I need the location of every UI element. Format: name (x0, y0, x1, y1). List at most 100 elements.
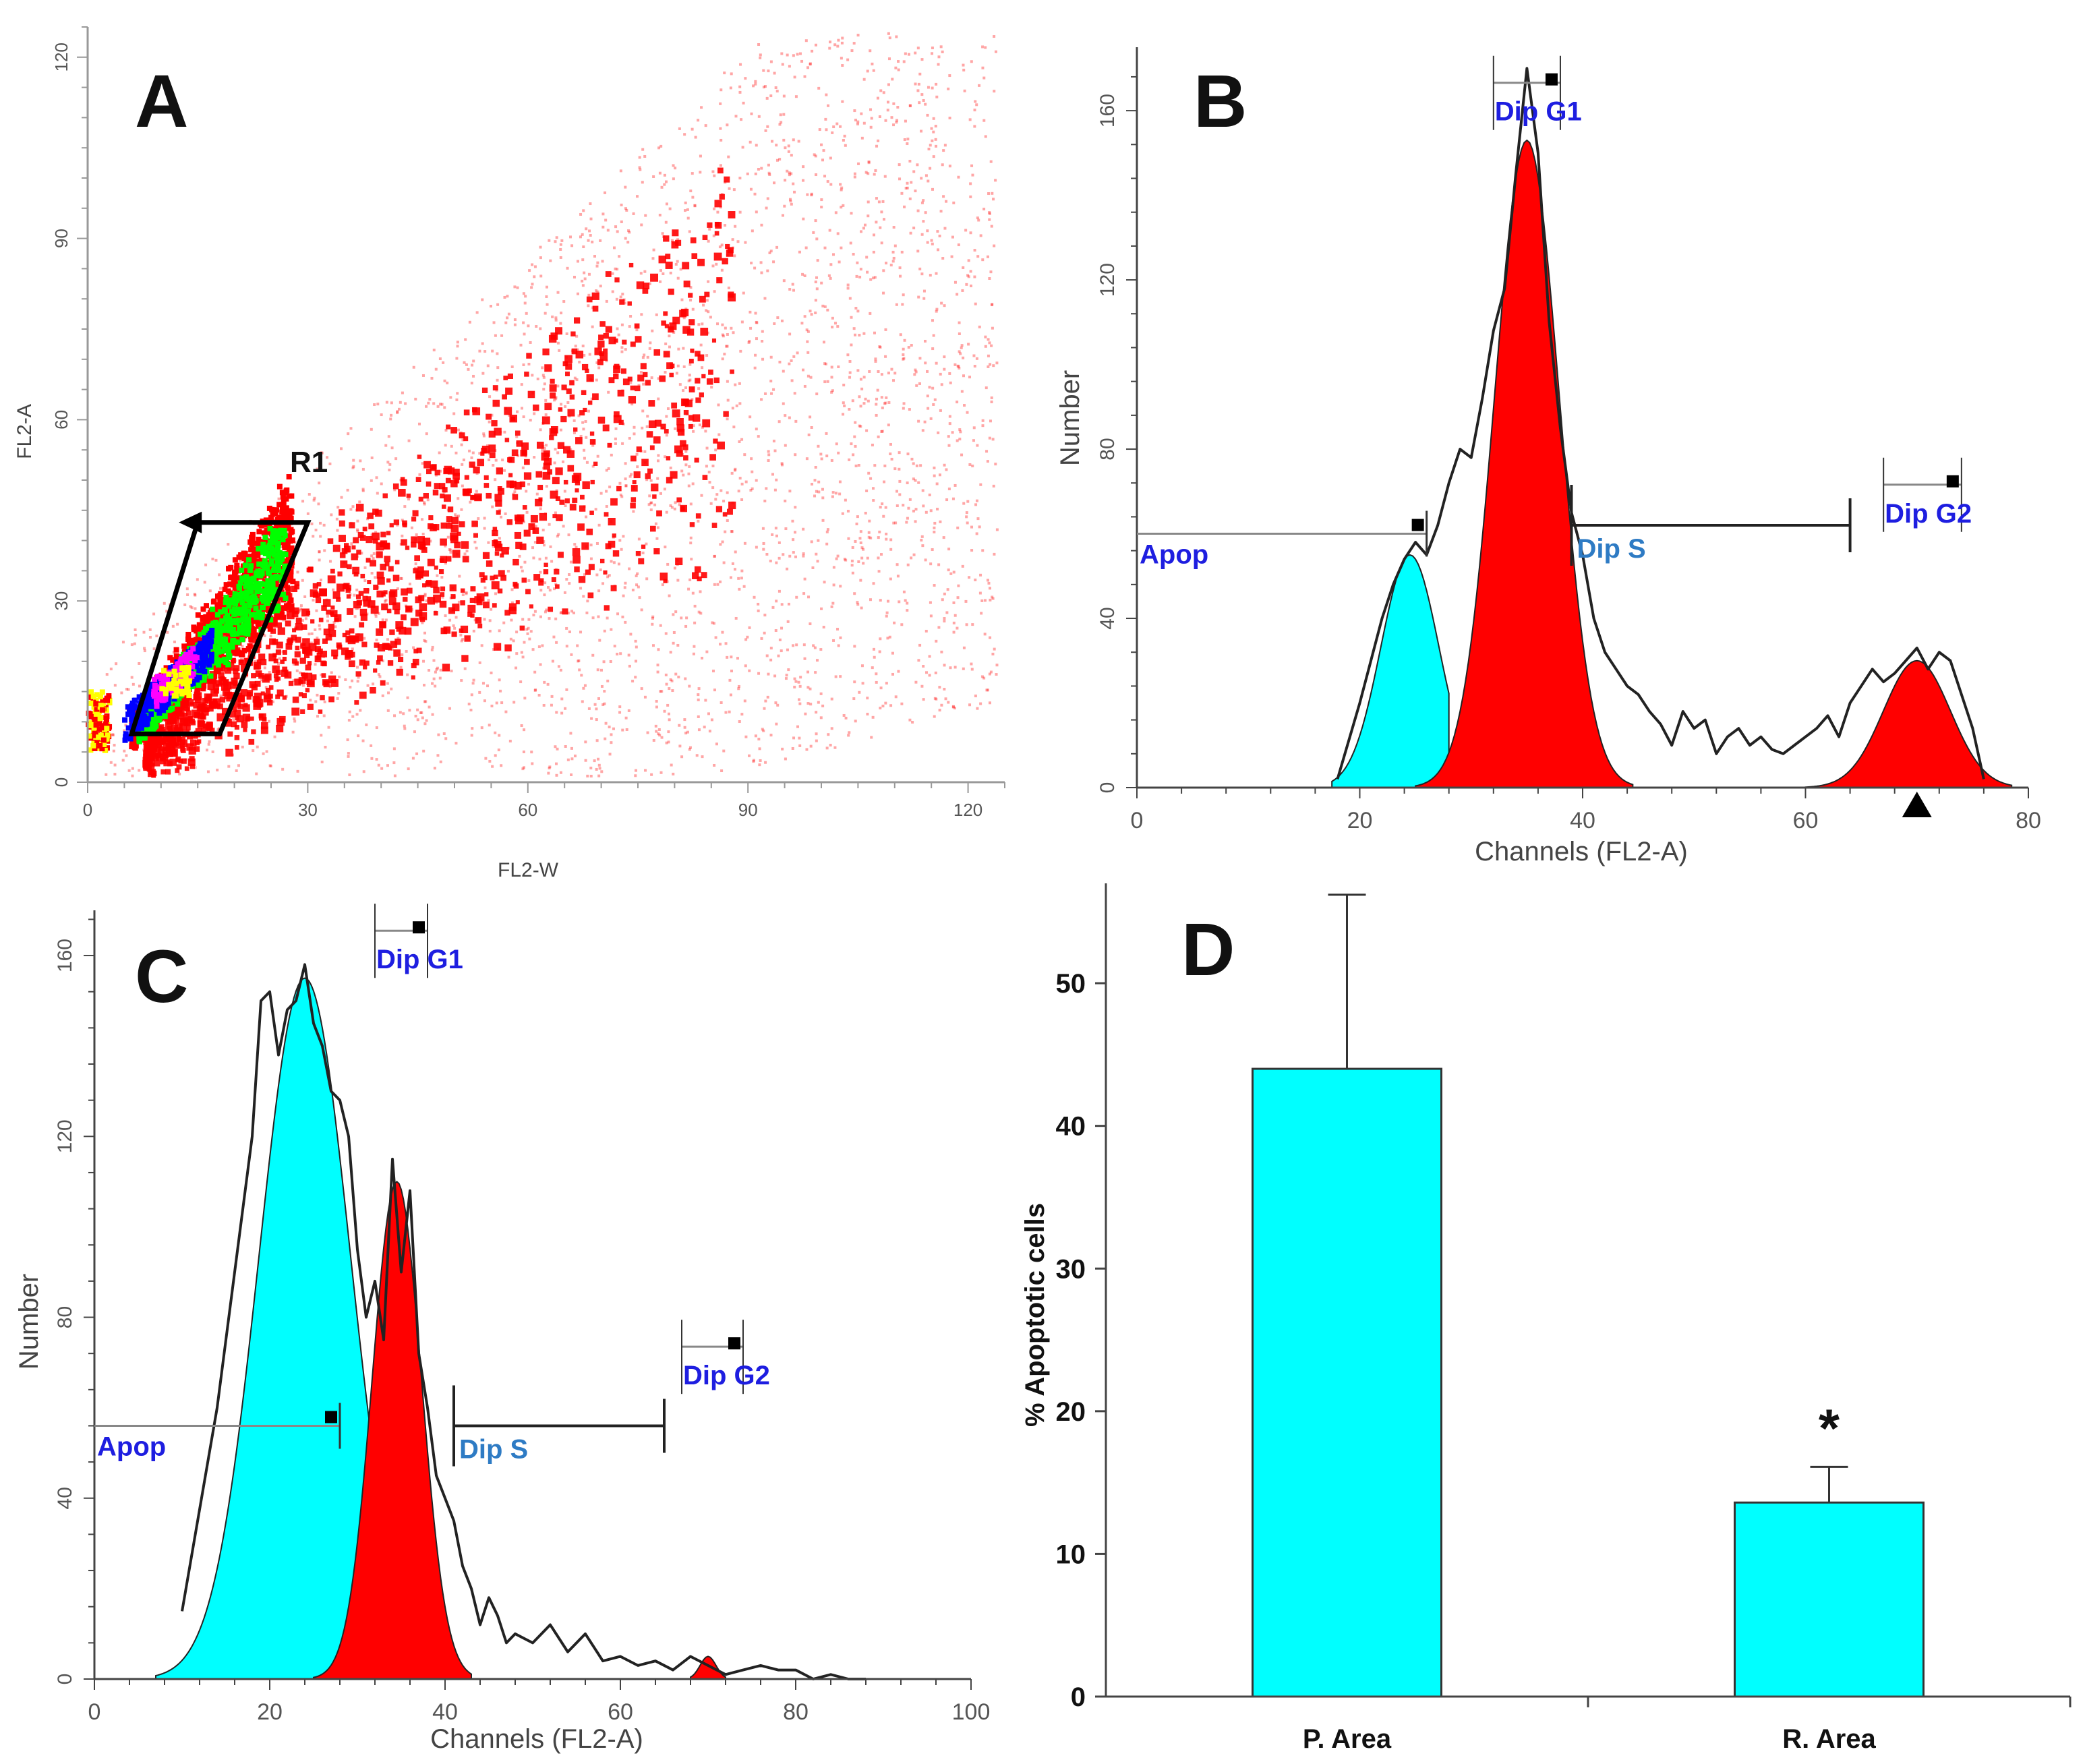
scatter-point (524, 372, 529, 377)
scatter-point (288, 529, 294, 535)
scatter-point (950, 255, 953, 258)
scatter-point (653, 349, 661, 356)
scatter-point (301, 684, 305, 687)
scatter-point (865, 429, 869, 432)
scatter-point (219, 603, 225, 609)
scatter-point (940, 703, 943, 707)
scatter-point (362, 770, 365, 773)
scatter-point (982, 76, 986, 80)
scatter-point (750, 112, 753, 115)
scatter-point (796, 53, 799, 56)
scatter-point (566, 612, 570, 615)
scatter-point (906, 142, 909, 146)
scatter-point (577, 659, 580, 663)
scatter-point (486, 684, 490, 688)
scatter-point (435, 668, 438, 671)
scatter-point (226, 566, 232, 572)
scatter-point (524, 459, 530, 465)
scatter-point (802, 592, 806, 595)
scatter-point (750, 262, 753, 265)
scatter-point (893, 372, 897, 375)
scatter-point (823, 175, 827, 178)
scatter-point (583, 684, 587, 687)
scatter-point (554, 568, 560, 575)
scatter-point (559, 247, 562, 251)
scatter-point (243, 728, 247, 732)
scatter-point (242, 704, 250, 712)
scatter-point (239, 659, 243, 664)
scatter-point (701, 755, 704, 759)
scatter-point (966, 274, 970, 277)
scatter-point (830, 459, 833, 462)
scatter-point (632, 480, 637, 485)
scatter-point (784, 146, 787, 150)
scatter-point (642, 288, 649, 294)
scatter-point (968, 576, 971, 579)
scatter-point (629, 315, 633, 318)
scatter-point (421, 716, 424, 719)
scatter-point (596, 290, 599, 293)
scatter-point (311, 674, 317, 680)
scatter-point (268, 685, 274, 690)
scatter-point (639, 371, 643, 374)
scatter-point (774, 629, 777, 633)
scatter-point (676, 424, 684, 432)
scatter-point (943, 227, 947, 230)
scatter-point (721, 540, 724, 543)
scatter-point (723, 71, 726, 75)
scatter-point (217, 703, 223, 709)
scatter-point (859, 541, 862, 545)
scatter-point (882, 269, 885, 272)
scatter-point (738, 177, 742, 180)
scatter-point (684, 677, 687, 680)
scatter-point (400, 477, 405, 481)
scatter-point (753, 366, 757, 370)
scatter-point (649, 479, 653, 482)
scatter-point (533, 688, 537, 692)
scatter-point (771, 473, 775, 476)
scatter-point (281, 614, 287, 620)
scatter-point (430, 580, 438, 588)
scatter-point (618, 705, 622, 709)
scatter-point (877, 536, 880, 539)
scatter-point (701, 656, 704, 659)
scatter-point (755, 546, 758, 549)
scatter-point (769, 658, 773, 662)
scatter-point (593, 759, 596, 763)
scatter-point (889, 264, 893, 267)
scatter-point (599, 568, 602, 572)
scatter-point (683, 281, 691, 288)
scatter-point (258, 713, 264, 719)
scatter-point (533, 404, 539, 411)
scatter-point (377, 655, 383, 662)
scatter-point (759, 759, 762, 762)
scatter-point (779, 113, 782, 117)
scatter-point (591, 465, 595, 468)
scatter-point (598, 334, 604, 341)
scatter-point (555, 773, 558, 777)
scatter-point (583, 573, 586, 577)
scatter-point (935, 95, 939, 98)
scatter-point (700, 106, 703, 109)
scatter-point (664, 180, 668, 183)
scatter-point (461, 637, 465, 641)
scatter-point (314, 700, 318, 703)
scatter-point (650, 273, 659, 282)
scatter-point (312, 535, 315, 538)
scatter-point (619, 295, 622, 299)
scatter-point (740, 118, 743, 121)
scatter-point (674, 610, 678, 614)
scatter-point (687, 587, 691, 591)
scatter-point (773, 71, 776, 75)
scatter-point (625, 208, 628, 212)
scatter-point (601, 225, 605, 229)
scatter-point (115, 662, 118, 666)
scatter-point (320, 451, 323, 454)
scatter-point (607, 442, 612, 448)
scatter-point (902, 504, 905, 507)
scatter-point (583, 353, 586, 357)
scatter-point (879, 637, 882, 641)
scatter-point (680, 616, 683, 620)
scatter-point (150, 770, 157, 777)
scatter-point (862, 548, 865, 551)
